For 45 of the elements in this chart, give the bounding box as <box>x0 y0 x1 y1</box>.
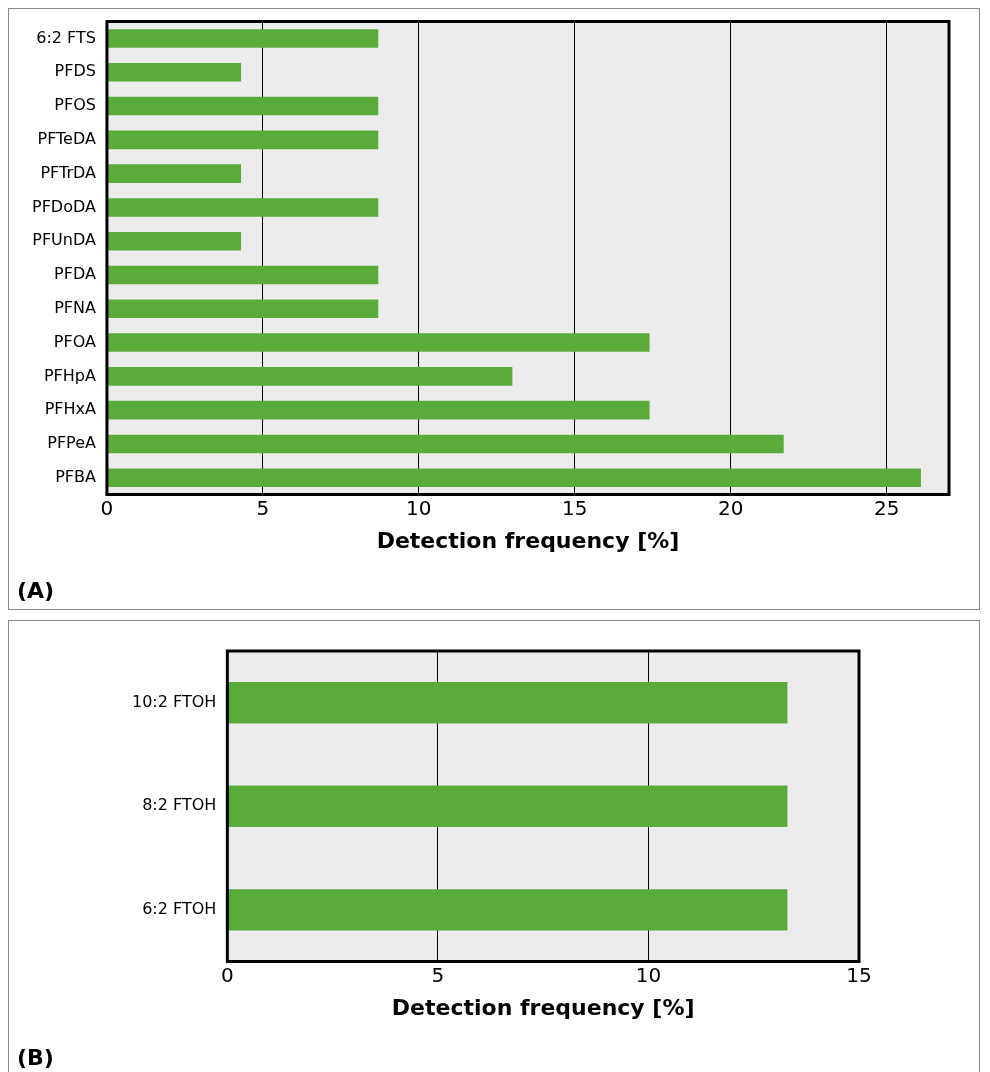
y-tick-label: PFUnDA <box>32 230 96 250</box>
y-tick-label: PFOA <box>53 331 96 351</box>
bar <box>107 96 379 116</box>
bar <box>107 299 379 319</box>
bar <box>107 130 379 150</box>
bar <box>107 29 379 48</box>
bar <box>107 434 784 454</box>
y-tick-label: PFDoDA <box>31 196 96 216</box>
bar <box>107 367 513 386</box>
bar <box>107 62 242 82</box>
x-tick-label: 15 <box>562 495 588 520</box>
y-tick-label: PFNA <box>54 297 96 317</box>
y-tick-label: PFHxA <box>44 399 96 419</box>
x-tick-label: 15 <box>846 962 872 987</box>
y-tick-label: 10:2 FTOH <box>131 691 217 711</box>
bar <box>107 231 242 251</box>
y-tick-label: 6:2 FTOH <box>142 898 217 918</box>
x-tick-label: 5 <box>256 495 270 520</box>
x-tick-label: 20 <box>717 495 744 520</box>
y-tick-label: PFTrDA <box>40 162 96 182</box>
x-tick-label: 0 <box>220 962 234 987</box>
bar <box>107 400 650 420</box>
bar <box>107 265 379 285</box>
bar <box>107 164 242 183</box>
x-tick-label: 10 <box>635 962 662 987</box>
y-tick-label: 8:2 FTOH <box>142 795 217 815</box>
y-tick-label: PFOS <box>54 95 96 115</box>
x-axis-title: Detection frequency [%] <box>391 994 695 1020</box>
x-tick-label: 25 <box>873 495 900 520</box>
y-tick-label: PFHpA <box>43 365 96 385</box>
y-tick-label: PFTeDA <box>37 129 96 149</box>
bar <box>107 333 650 352</box>
y-tick-label: PFDS <box>54 61 96 81</box>
bar <box>107 198 379 217</box>
text: (B) <box>17 1045 54 1070</box>
x-axis-title: Detection frequency [%] <box>376 527 680 553</box>
y-tick-label: 6:2 FTS <box>36 27 96 47</box>
y-tick-label: PFPeA <box>47 433 96 453</box>
y-tick-label: PFDA <box>54 264 96 284</box>
text: (A) <box>17 578 55 603</box>
x-tick-label: 5 <box>431 962 445 987</box>
x-tick-label: 10 <box>406 495 432 520</box>
x-tick-label: 0 <box>100 495 114 520</box>
y-tick-label: PFBA <box>55 466 96 486</box>
bar <box>107 468 921 487</box>
